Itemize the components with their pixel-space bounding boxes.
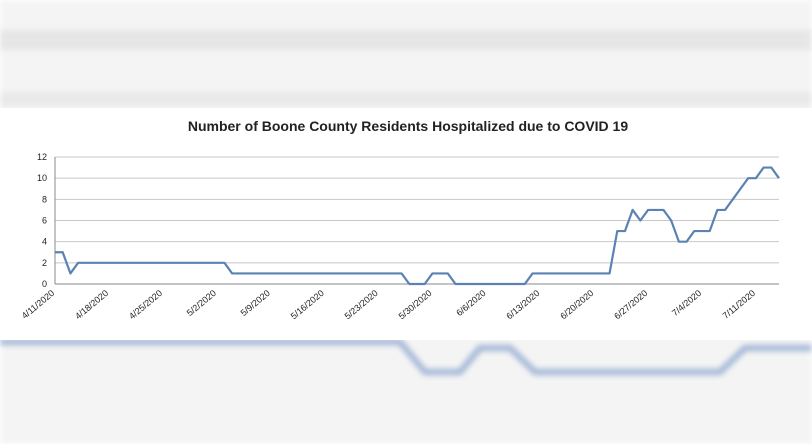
chart-panel <box>0 108 812 340</box>
y-tick-label: 6 <box>42 216 47 226</box>
y-tick-label: 12 <box>37 152 47 162</box>
y-tick-label: 8 <box>42 194 47 204</box>
y-tick-label: 10 <box>37 173 47 183</box>
blur-line <box>0 339 812 375</box>
line-series <box>55 166 780 286</box>
y-tick-label: 2 <box>42 258 47 268</box>
y-tick-label: 0 <box>42 279 47 289</box>
chart-title: Number of Boone County Residents Hospita… <box>188 118 628 134</box>
y-tick-label: 4 <box>42 237 47 247</box>
blur-band <box>0 92 812 106</box>
blur-band <box>0 30 812 50</box>
